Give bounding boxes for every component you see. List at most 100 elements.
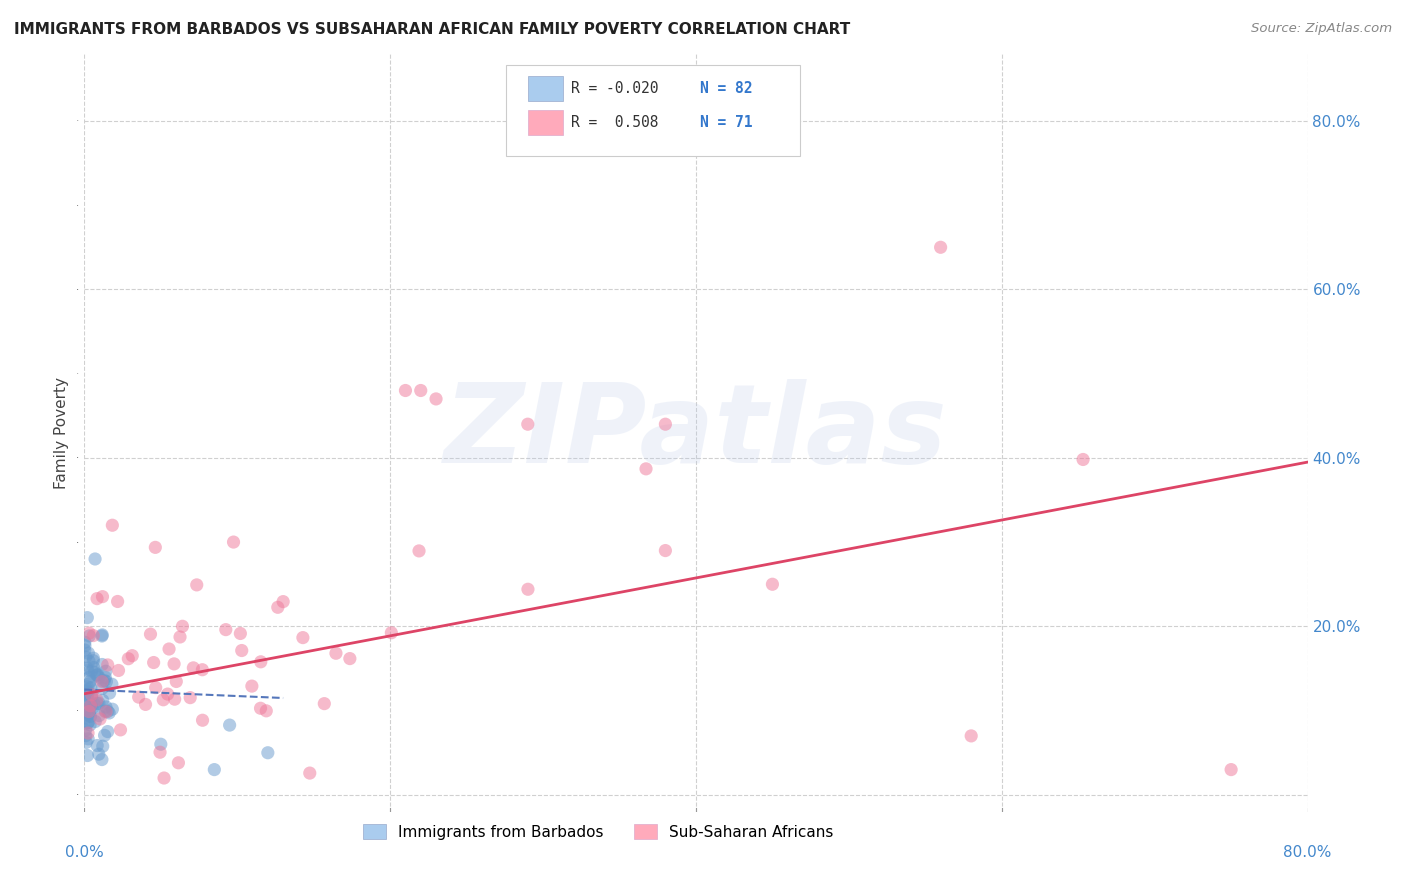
Point xyxy=(254,704,277,718)
Point xyxy=(94,664,117,678)
Point xyxy=(86,697,108,711)
Point xyxy=(143,541,166,555)
Point xyxy=(84,714,107,729)
Point xyxy=(86,591,108,606)
Point xyxy=(83,665,105,680)
Point xyxy=(82,651,104,665)
Point xyxy=(82,654,104,668)
Point xyxy=(91,739,114,754)
Point xyxy=(142,656,165,670)
Point xyxy=(82,701,104,715)
Point xyxy=(152,692,174,706)
Point xyxy=(77,646,100,660)
Point xyxy=(79,629,101,643)
Text: 80.0%: 80.0% xyxy=(1284,846,1331,861)
Point xyxy=(91,693,114,707)
Point xyxy=(79,706,101,721)
Point xyxy=(75,703,97,717)
Text: N = 71: N = 71 xyxy=(700,115,752,129)
Point xyxy=(291,631,314,645)
Point xyxy=(93,728,115,742)
Point xyxy=(91,657,114,672)
Point xyxy=(86,668,108,682)
Point xyxy=(96,674,118,689)
Bar xyxy=(529,77,562,102)
Point xyxy=(77,705,100,719)
Text: R = -0.020: R = -0.020 xyxy=(571,81,658,96)
Point xyxy=(240,679,263,693)
Point xyxy=(84,552,107,566)
Point xyxy=(94,670,117,684)
Point xyxy=(79,674,101,689)
Point xyxy=(76,610,98,624)
Point xyxy=(135,698,157,712)
Point xyxy=(654,543,676,558)
Point xyxy=(75,729,97,743)
Point xyxy=(157,642,180,657)
Point xyxy=(94,705,117,719)
Point xyxy=(117,651,139,665)
Point xyxy=(121,648,143,663)
Text: IMMIGRANTS FROM BARBADOS VS SUBSAHARAN AFRICAN FAMILY POVERTY CORRELATION CHART: IMMIGRANTS FROM BARBADOS VS SUBSAHARAN A… xyxy=(14,22,851,37)
Point xyxy=(101,702,124,716)
Point xyxy=(79,698,101,713)
Point xyxy=(314,697,336,711)
Point xyxy=(165,674,187,689)
Point xyxy=(107,594,129,608)
Point xyxy=(97,657,120,672)
Point xyxy=(149,737,172,751)
Point xyxy=(202,763,225,777)
Point xyxy=(215,623,238,637)
Point xyxy=(86,667,108,681)
Point xyxy=(249,701,271,715)
Point xyxy=(77,654,100,668)
Point xyxy=(654,417,676,432)
Point xyxy=(79,676,101,690)
Point xyxy=(149,745,172,759)
Point xyxy=(128,690,150,705)
Point xyxy=(191,713,214,727)
Y-axis label: Family Poverty: Family Poverty xyxy=(53,376,69,489)
Point xyxy=(80,698,103,713)
Point xyxy=(139,627,162,641)
Point xyxy=(634,462,657,476)
Point xyxy=(339,651,361,665)
Point xyxy=(394,384,416,398)
Legend: Immigrants from Barbados, Sub-Saharan Africans: Immigrants from Barbados, Sub-Saharan Af… xyxy=(357,818,839,846)
Point xyxy=(80,690,103,704)
Point xyxy=(73,635,96,649)
Point xyxy=(76,748,98,763)
Point xyxy=(80,681,103,695)
Point xyxy=(183,661,205,675)
Point xyxy=(97,724,120,739)
Point xyxy=(229,626,252,640)
Point xyxy=(267,600,290,615)
Point xyxy=(1071,452,1094,467)
Point xyxy=(75,711,97,725)
Point xyxy=(516,582,538,597)
Point xyxy=(169,630,191,644)
Point xyxy=(218,718,240,732)
Point xyxy=(298,766,321,780)
Point xyxy=(77,670,100,684)
Point xyxy=(929,240,952,254)
Point xyxy=(87,696,110,710)
Point xyxy=(97,704,120,718)
Point xyxy=(87,670,110,684)
Point xyxy=(91,674,114,689)
Point xyxy=(77,726,100,740)
Point xyxy=(325,646,347,660)
FancyBboxPatch shape xyxy=(506,65,800,156)
Point xyxy=(82,629,104,643)
Point xyxy=(76,715,98,730)
Point xyxy=(408,544,430,558)
Point xyxy=(91,628,114,642)
Point xyxy=(145,681,167,695)
Point xyxy=(75,723,97,738)
Point xyxy=(186,578,208,592)
Point xyxy=(91,681,114,696)
Point xyxy=(93,673,115,688)
Point xyxy=(80,698,103,713)
Text: Source: ZipAtlas.com: Source: ZipAtlas.com xyxy=(1251,22,1392,36)
Point xyxy=(271,594,294,608)
